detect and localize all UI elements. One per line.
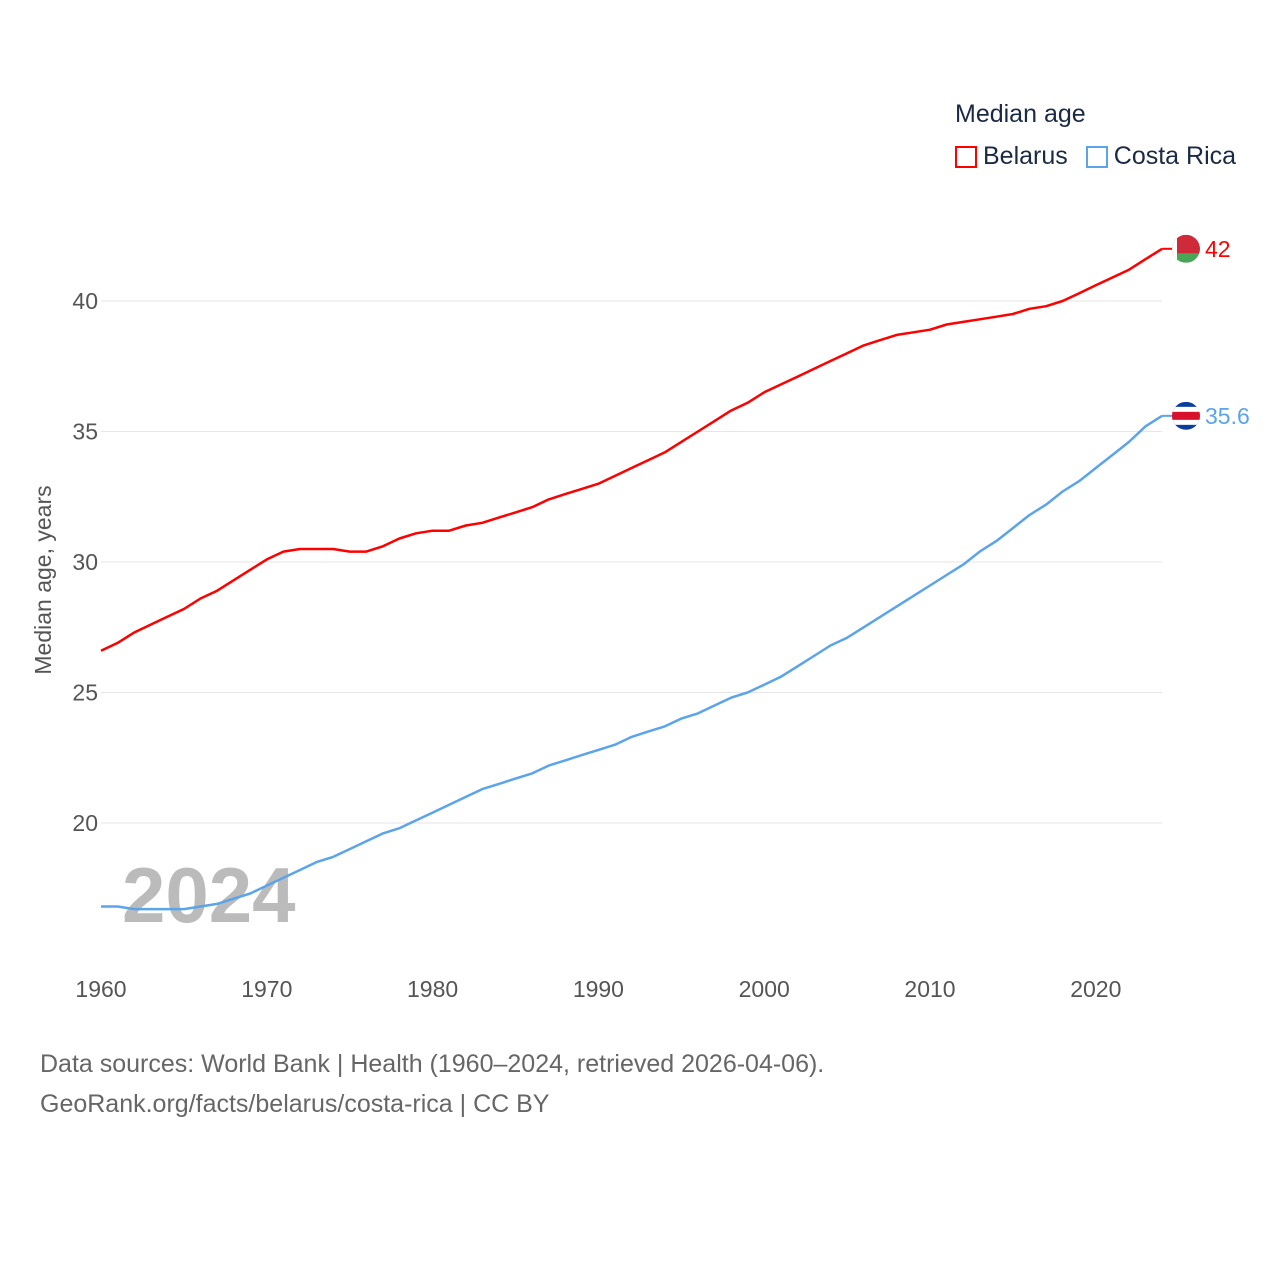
x-tick-label: 2000 [739, 976, 790, 1002]
end-value-label: 35.6 [1205, 403, 1250, 429]
line-chart: 2024 20 25 30 35 40 1960 1970 1980 1990 2000 2010… [30, 234, 1250, 1002]
x-tick-label: 1990 [573, 976, 624, 1002]
x-tick-label: 1970 [241, 976, 292, 1002]
y-axis-label: Median age, years [30, 485, 56, 674]
legend-label: Belarus [983, 142, 1068, 170]
footer: Data sources: World Bank | Health (1960–… [40, 1044, 824, 1124]
legend-item-belarus[interactable]: Belarus [955, 142, 1068, 171]
series-line-costa-rica[interactable] [101, 414, 1163, 911]
legend: Belarus Costa Rica [955, 142, 1236, 171]
y-tick-label: 40 [72, 288, 98, 314]
x-tick-label: 1980 [407, 976, 458, 1002]
series-line-belarus[interactable] [100, 247, 1163, 652]
x-tick-label: 2010 [904, 976, 955, 1002]
year-watermark: 2024 [122, 851, 296, 939]
costa-rica-flag-icon [1172, 401, 1200, 430]
y-tick-label: 20 [72, 810, 98, 836]
x-tick-label: 1960 [75, 976, 126, 1002]
y-tick-label: 35 [72, 419, 98, 445]
data-source-text: Data sources: World Bank | Health (1960–… [40, 1050, 825, 1078]
legend-swatch-belarus [955, 145, 977, 168]
legend-swatch-costa-rica [1085, 145, 1108, 168]
x-tick-label: 2020 [1070, 976, 1121, 1002]
belarus-flag-icon [1172, 234, 1200, 263]
y-tick-label: 25 [72, 680, 98, 706]
end-value-label: 42 [1205, 236, 1231, 262]
legend-label: Costa Rica [1113, 142, 1237, 170]
legend-title: Median age [955, 100, 1086, 128]
y-tick-label: 30 [72, 549, 98, 575]
attribution-link[interactable]: GeoRank.org/facts/belarus/costa-rica | C… [40, 1090, 550, 1118]
legend-item-costa-rica[interactable]: Costa Rica [1085, 142, 1237, 171]
